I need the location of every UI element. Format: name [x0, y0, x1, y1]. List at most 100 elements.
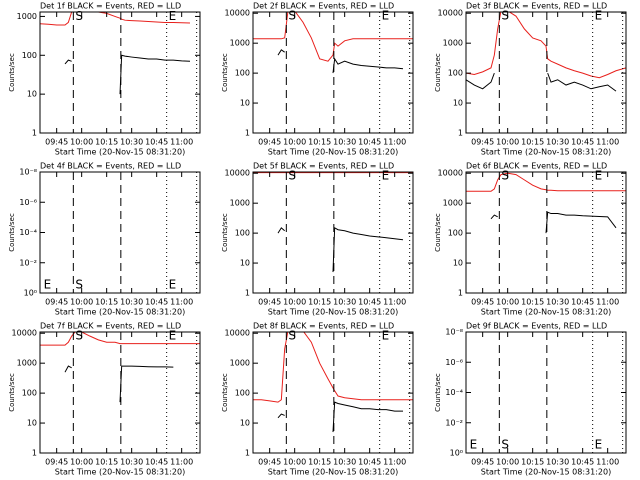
plot-frame	[39, 171, 201, 294]
plot-area	[466, 12, 626, 92]
y-tick-label: 10⁻⁴	[19, 228, 37, 237]
chart-title: Det 2f BLACK = Events, RED = LLD	[253, 2, 394, 11]
y-tick-label: 10	[27, 90, 37, 99]
y-tick-label: 10000	[438, 169, 463, 178]
annotation: S	[501, 9, 509, 23]
data-line	[277, 49, 404, 74]
plot-area	[253, 12, 413, 74]
annotation: E	[595, 438, 603, 452]
y-axis-label: Counts/sec	[221, 373, 229, 412]
x-tick-label: 10:45	[358, 298, 381, 307]
x-tick-label: 10:00	[70, 458, 93, 467]
x-tick-label: 10:00	[496, 138, 519, 147]
plot-frame	[465, 331, 627, 454]
plot-area	[40, 332, 200, 403]
chart-title: Det 8f BLACK = Events, RED = LLD	[253, 322, 394, 331]
x-tick-label: 09:45	[45, 138, 68, 147]
annotation: S	[501, 169, 509, 183]
y-axis-label: Counts/sec	[8, 373, 16, 412]
x-tick-label: 10:30	[333, 458, 356, 467]
x-tick-label: 09:45	[258, 138, 281, 147]
x-axis-label: Start Time (20-Nov-15 08:31:20)	[55, 308, 185, 317]
annotation: E	[382, 169, 390, 183]
annotation: E	[169, 9, 177, 23]
plot-frame	[252, 11, 414, 134]
x-tick-label: 10:15	[521, 458, 544, 467]
y-tick-label: 10000	[225, 9, 250, 18]
y-tick-label: 1	[458, 289, 463, 298]
y-tick-label: 100	[235, 389, 250, 398]
x-tick-label: 10:45	[358, 458, 381, 467]
x-tick-label: 10:45	[571, 458, 594, 467]
y-axis-label: Counts/sec	[434, 373, 442, 412]
y-axis-label: Counts/sec	[8, 213, 16, 252]
annotation: E	[44, 278, 52, 292]
plot-frame	[39, 331, 201, 454]
data-line	[466, 72, 617, 92]
x-axis-label: Start Time (20-Nov-15 08:31:20)	[268, 468, 398, 477]
x-tick-label: 10:00	[283, 298, 306, 307]
y-tick-label: 1	[245, 449, 250, 458]
x-tick-label: 10:15	[95, 458, 118, 467]
x-tick-label: 10:00	[496, 298, 519, 307]
y-tick-label: 10000	[225, 169, 250, 178]
x-tick-label: 09:45	[258, 298, 281, 307]
x-tick-label: 10:30	[546, 138, 569, 147]
annotation: S	[501, 438, 509, 452]
x-tick-label: 10:00	[283, 458, 306, 467]
x-tick-label: 10:45	[358, 138, 381, 147]
x-tick-label: 10:30	[546, 298, 569, 307]
y-tick-label: 1	[245, 129, 250, 138]
plot-area	[40, 12, 191, 95]
y-tick-label: 10⁻²	[445, 418, 463, 427]
annotation: E	[470, 438, 478, 452]
y-tick-label: 10⁰	[450, 449, 463, 458]
y-tick-label: 1000	[443, 39, 463, 48]
annotation: E	[595, 169, 603, 183]
annotation: S	[288, 169, 296, 183]
annotation: S	[75, 9, 83, 23]
y-tick-label: 10000	[12, 329, 37, 338]
x-tick-label: 11:00	[596, 458, 619, 467]
x-tick-label: 10:45	[571, 138, 594, 147]
annotation: S	[288, 9, 296, 23]
plot-area	[466, 172, 626, 234]
annotation: E	[382, 9, 390, 23]
y-axis-label: Counts/sec	[221, 53, 229, 92]
plot-frame	[252, 331, 414, 454]
plot-frame	[465, 11, 627, 134]
y-tick-label: 1	[32, 129, 37, 138]
data-line	[253, 332, 413, 403]
annotation: E	[169, 278, 177, 292]
data-line	[64, 365, 174, 403]
y-tick-label: 10000	[438, 9, 463, 18]
x-axis-label: Start Time (20-Nov-15 08:31:20)	[481, 148, 611, 157]
annotation: S	[288, 329, 296, 343]
y-tick-label: 1000	[230, 359, 250, 368]
data-line	[277, 227, 404, 273]
x-tick-label: 10:15	[308, 298, 331, 307]
x-tick-label: 10:00	[70, 298, 93, 307]
y-tick-label: 100	[22, 51, 37, 60]
y-tick-label: 1	[245, 289, 250, 298]
y-tick-label: 10⁻⁴	[445, 388, 463, 397]
data-line	[466, 172, 626, 192]
annotation: S	[75, 278, 83, 292]
chart-title: Det 3f BLACK = Events, RED = LLD	[466, 2, 607, 11]
data-line	[40, 332, 200, 346]
x-tick-label: 10:45	[145, 298, 168, 307]
x-tick-label: 10:15	[95, 138, 118, 147]
x-tick-label: 11:00	[596, 138, 619, 147]
y-tick-label: 1	[32, 449, 37, 458]
x-tick-label: 09:45	[45, 298, 68, 307]
x-tick-label: 10:15	[521, 138, 544, 147]
x-axis-label: Start Time (20-Nov-15 08:31:20)	[268, 308, 398, 317]
x-axis-label: Start Time (20-Nov-15 08:31:20)	[268, 148, 398, 157]
x-tick-label: 10:45	[571, 298, 594, 307]
y-tick-label: 10	[453, 259, 463, 268]
x-tick-label: 10:15	[521, 298, 544, 307]
y-axis-label: Counts/sec	[434, 213, 442, 252]
data-line	[490, 211, 617, 234]
x-tick-label: 11:00	[596, 298, 619, 307]
y-tick-label: 100	[448, 69, 463, 78]
